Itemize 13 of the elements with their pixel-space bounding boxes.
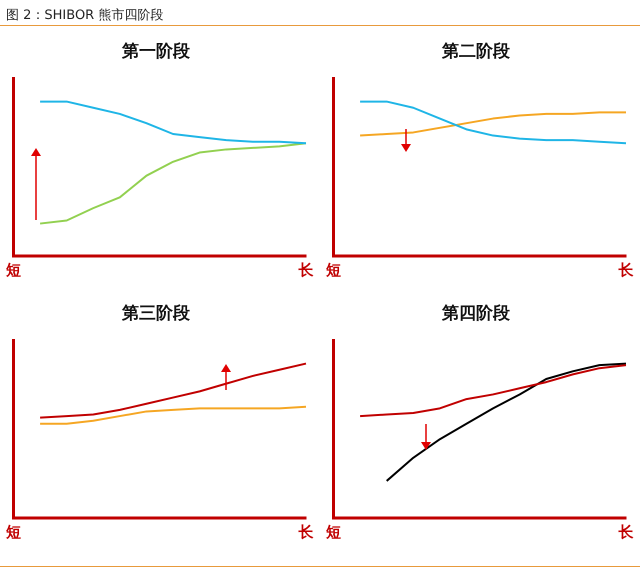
- x-tick-label: 短: [325, 260, 341, 279]
- chart-title: 第四阶段: [441, 304, 511, 324]
- x-tick-label: 短: [325, 522, 341, 541]
- x-tick-label: 短: [5, 260, 21, 279]
- x-tick-label: 长: [618, 260, 634, 279]
- chart-title: 第一阶段: [121, 42, 191, 62]
- chart-title: 第二阶段: [441, 42, 511, 62]
- x-tick-label: 短: [5, 522, 21, 541]
- x-tick-label: 长: [618, 522, 634, 541]
- caption: 图 2：SHIBOR 熊市四阶段: [6, 8, 164, 23]
- chart-title: 第三阶段: [121, 304, 191, 324]
- x-tick-label: 长: [298, 522, 314, 541]
- x-tick-label: 长: [298, 260, 314, 279]
